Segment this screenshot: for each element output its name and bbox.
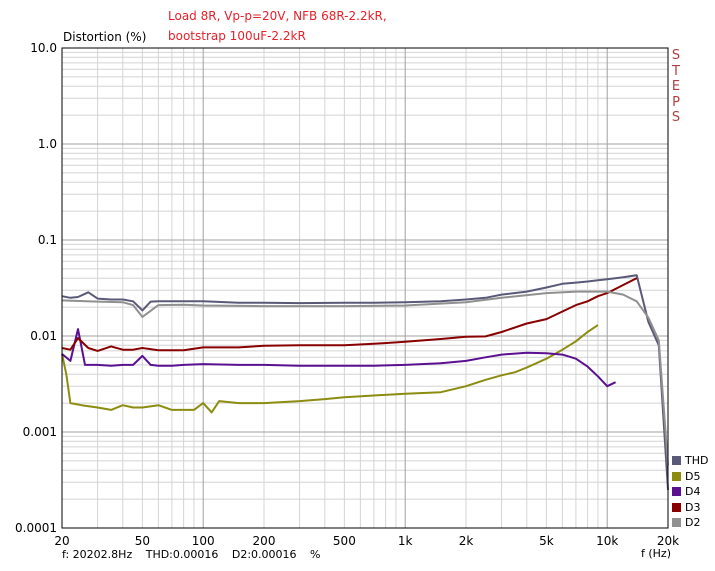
y-tick-label: 0.001: [23, 425, 57, 439]
series-line-thd: [61, 274, 669, 490]
x-tick-label: 10k: [596, 534, 618, 548]
annotation-line-1: Load 8R, Vp-p=20V, NFB 68R-2.2kR,: [168, 9, 387, 23]
status-thd: THD:0.00016: [145, 548, 219, 561]
legend-label: D5: [685, 469, 701, 483]
y-tick-label: 0.0001: [15, 521, 57, 535]
legend-label: D4: [685, 485, 701, 498]
series-line-d5: [61, 324, 599, 414]
legend-item-d4: D4: [672, 484, 708, 500]
legend-swatch: [672, 456, 681, 466]
status-bar: f: 20202.8Hz THD:0.00016 D2:0.00016 %: [62, 548, 331, 561]
x-tick-label: 200: [253, 534, 276, 548]
y-tick-label: 0.01: [30, 329, 57, 343]
x-tick-label: 100: [192, 534, 215, 548]
series-line-d3: [61, 277, 638, 352]
steps-letter: S: [671, 110, 681, 125]
legend-label: D3: [685, 500, 701, 514]
steps-letter: E: [671, 79, 681, 94]
legend-item-d3: D3: [672, 500, 708, 516]
status-frequency: f: 20202.8Hz: [62, 548, 133, 561]
legend-swatch: [672, 487, 681, 497]
x-tick-label: 50: [135, 534, 150, 548]
x-tick-label: 20k: [657, 534, 679, 548]
x-tick-label: 2k: [459, 534, 474, 548]
grid-minor: [61, 48, 669, 528]
legend: THD D5 D4 D3 D2: [672, 453, 708, 531]
steps-label: S T E P S: [668, 48, 684, 126]
x-tick-label: 1k: [398, 534, 413, 548]
annotation-line-2: bootstrap 100uF-2.2kR: [168, 29, 306, 43]
legend-swatch: [672, 471, 681, 481]
x-tick-label: 500: [333, 534, 356, 548]
x-tick-label: 5k: [539, 534, 554, 548]
legend-swatch: [672, 502, 681, 512]
steps-letter: T: [672, 63, 680, 79]
steps-letter: S: [671, 48, 681, 63]
legend-item-d2: D2: [672, 515, 708, 531]
plot-area: [62, 48, 668, 528]
series-line-d4: [61, 328, 617, 388]
legend-label: THD: [685, 454, 709, 467]
series-lines: [61, 274, 669, 490]
legend-item-thd: THD: [672, 453, 708, 469]
x-tick-labels: 20 50 100 200 500 1k 2k 5k 10k 20k: [54, 534, 679, 548]
steps-letter: P: [672, 94, 680, 110]
plot-border: [61, 47, 669, 529]
y-tick-label: 1.0: [38, 137, 57, 151]
x-axis-label: f (Hz): [641, 547, 671, 560]
series-line-d2: [61, 290, 669, 466]
legend-swatch: [672, 518, 681, 528]
y-tick-label: 0.1: [38, 233, 57, 247]
x-tick-label: 20: [54, 534, 69, 548]
legend-label: D2: [685, 516, 701, 529]
status-d2: D2:0.00016: [231, 548, 297, 561]
y-tick-labels: 10.0 1.0 0.1 0.01 0.001 0.0001: [15, 41, 57, 535]
y-axis-label: Distortion (%): [63, 30, 147, 44]
status-unit: %: [310, 548, 321, 561]
legend-item-d5: D5: [672, 469, 708, 485]
y-tick-label: 10.0: [30, 41, 57, 55]
